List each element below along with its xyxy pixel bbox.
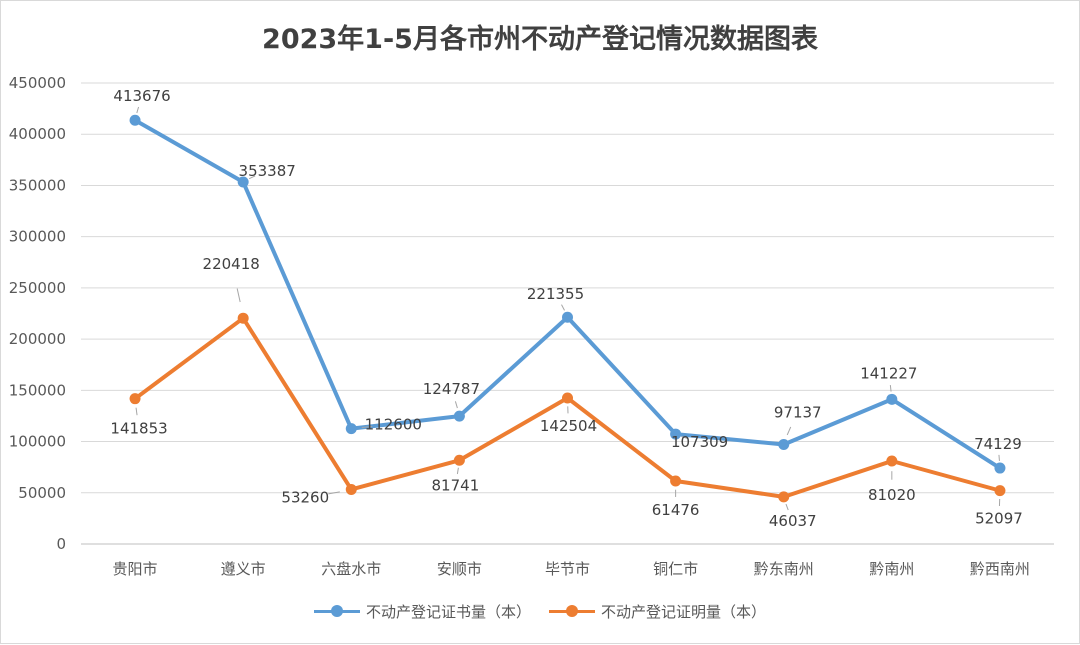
- data-point: [454, 455, 465, 466]
- leader-line: [562, 305, 565, 311]
- y-tick-label: 0: [56, 535, 66, 553]
- leader-line: [136, 408, 137, 416]
- data-point: [346, 484, 357, 495]
- x-tick-label: 贵阳市: [113, 560, 158, 578]
- legend-label: 不动产登记证明量（本）: [601, 601, 766, 622]
- data-label: 74129: [974, 435, 1022, 453]
- y-tick-label: 350000: [9, 176, 66, 194]
- x-tick-label: 黔南州: [869, 560, 914, 578]
- data-label: 413676: [113, 87, 170, 105]
- leader-line: [999, 455, 1000, 461]
- data-point: [346, 423, 357, 434]
- leader-line: [137, 107, 139, 113]
- y-tick-label: 450000: [9, 74, 66, 92]
- data-label: 221355: [527, 285, 584, 303]
- data-point: [562, 393, 573, 404]
- data-label: 220418: [203, 255, 260, 273]
- data-point: [778, 491, 789, 502]
- data-label: 107309: [671, 433, 728, 451]
- x-tick-label: 毕节市: [545, 560, 590, 578]
- data-label: 142504: [540, 417, 597, 435]
- y-tick-label: 400000: [9, 125, 66, 143]
- data-point: [994, 463, 1005, 474]
- leader-line: [457, 468, 458, 474]
- data-point: [562, 312, 573, 323]
- y-tick-label: 300000: [9, 228, 66, 246]
- y-tick-label: 200000: [9, 330, 66, 348]
- data-label: 141853: [110, 420, 167, 438]
- data-label: 97137: [774, 403, 822, 421]
- data-point: [778, 439, 789, 450]
- x-tick-label: 黔西南州: [970, 560, 1030, 578]
- data-point: [886, 394, 897, 405]
- leader-line: [787, 427, 791, 435]
- x-tick-label: 安顺市: [437, 560, 482, 578]
- x-tick-label: 黔东南州: [754, 560, 814, 578]
- data-point: [886, 455, 897, 466]
- legend-item-series-0: 不动产登记证书量（本）: [314, 601, 531, 622]
- leader-line: [455, 401, 457, 408]
- data-label: 52097: [975, 510, 1023, 528]
- data-label: 141227: [860, 364, 917, 382]
- data-label: 112600: [365, 416, 422, 434]
- x-tick-label: 六盘水市: [321, 560, 381, 578]
- y-tick-label: 250000: [9, 279, 66, 297]
- data-label: 353387: [239, 162, 296, 180]
- data-label: 124787: [423, 380, 480, 398]
- data-label: 53260: [281, 488, 329, 506]
- legend-item-series-1: 不动产登记证明量（本）: [549, 601, 766, 622]
- leader-line: [237, 288, 240, 302]
- data-label: 81741: [432, 476, 480, 494]
- data-point: [130, 115, 141, 126]
- data-point: [238, 313, 249, 324]
- data-label: 46037: [769, 512, 817, 530]
- y-tick-label: 100000: [9, 433, 66, 451]
- y-tick-label: 50000: [18, 484, 66, 502]
- leader-line: [786, 504, 788, 510]
- data-point: [994, 485, 1005, 496]
- legend-swatch: [314, 610, 360, 613]
- legend-swatch: [549, 610, 595, 613]
- x-tick-label: 铜仁市: [653, 560, 698, 578]
- data-point: [670, 476, 681, 487]
- y-tick-label: 150000: [9, 381, 66, 399]
- data-label: 81020: [868, 486, 916, 504]
- data-point: [454, 411, 465, 422]
- data-point: [130, 393, 141, 404]
- legend-label: 不动产登记证书量（本）: [366, 601, 531, 622]
- data-label: 61476: [652, 501, 700, 519]
- legend: 不动产登记证书量（本） 不动产登记证明量（本）: [1, 601, 1079, 622]
- x-tick-label: 遵义市: [221, 560, 266, 578]
